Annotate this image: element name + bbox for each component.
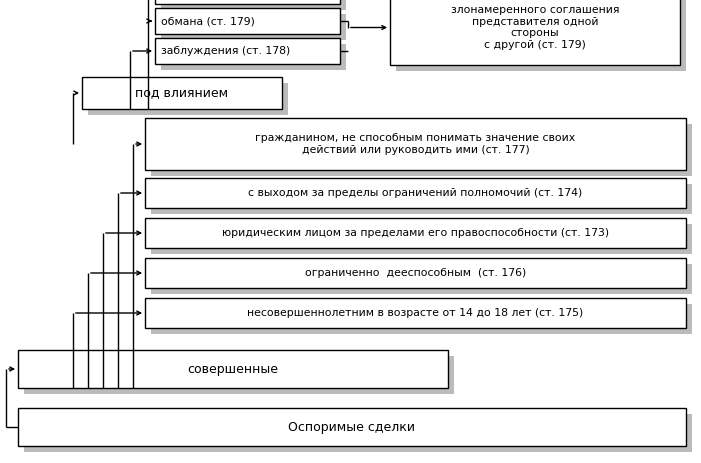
FancyBboxPatch shape xyxy=(145,298,686,328)
FancyBboxPatch shape xyxy=(145,218,686,248)
FancyBboxPatch shape xyxy=(18,350,448,388)
FancyBboxPatch shape xyxy=(155,8,340,34)
FancyBboxPatch shape xyxy=(161,44,346,70)
FancyBboxPatch shape xyxy=(145,178,686,208)
FancyBboxPatch shape xyxy=(161,14,346,40)
FancyBboxPatch shape xyxy=(151,184,692,214)
FancyBboxPatch shape xyxy=(24,414,692,452)
FancyBboxPatch shape xyxy=(24,356,454,394)
FancyBboxPatch shape xyxy=(151,124,692,176)
FancyBboxPatch shape xyxy=(155,38,340,64)
Text: под влиянием: под влиянием xyxy=(135,87,229,100)
FancyBboxPatch shape xyxy=(18,408,686,446)
Text: ограниченно  дееспособным  (ст. 176): ограниченно дееспособным (ст. 176) xyxy=(305,268,526,278)
Text: Оспоримые сделки: Оспоримые сделки xyxy=(289,420,416,433)
FancyBboxPatch shape xyxy=(161,0,346,10)
Text: обмана (ст. 179): обмана (ст. 179) xyxy=(161,16,255,26)
Text: юридическим лицом за пределами его правоспособности (ст. 173): юридическим лицом за пределами его право… xyxy=(222,228,609,238)
FancyBboxPatch shape xyxy=(145,258,686,288)
FancyBboxPatch shape xyxy=(88,83,288,115)
FancyBboxPatch shape xyxy=(396,0,686,71)
FancyBboxPatch shape xyxy=(151,224,692,254)
Text: злонамеренного соглашения
представителя одной
стороны
с другой (ст. 179): злонамеренного соглашения представителя … xyxy=(451,5,619,50)
FancyBboxPatch shape xyxy=(151,304,692,334)
Text: несовершеннолетним в возрасте от 14 до 18 лет (ст. 175): несовершеннолетним в возрасте от 14 до 1… xyxy=(247,308,584,318)
Text: заблуждения (ст. 178): заблуждения (ст. 178) xyxy=(161,46,290,56)
Text: совершенные: совершенные xyxy=(187,363,278,375)
FancyBboxPatch shape xyxy=(390,0,680,65)
Text: с выходом за пределы ограничений полномочий (ст. 174): с выходом за пределы ограничений полномо… xyxy=(248,188,583,198)
FancyBboxPatch shape xyxy=(151,264,692,294)
FancyBboxPatch shape xyxy=(82,77,282,109)
Text: гражданином, не способным понимать значение своих
действий или руководить ими (с: гражданином, не способным понимать значе… xyxy=(255,133,576,155)
FancyBboxPatch shape xyxy=(145,118,686,170)
FancyBboxPatch shape xyxy=(155,0,340,4)
